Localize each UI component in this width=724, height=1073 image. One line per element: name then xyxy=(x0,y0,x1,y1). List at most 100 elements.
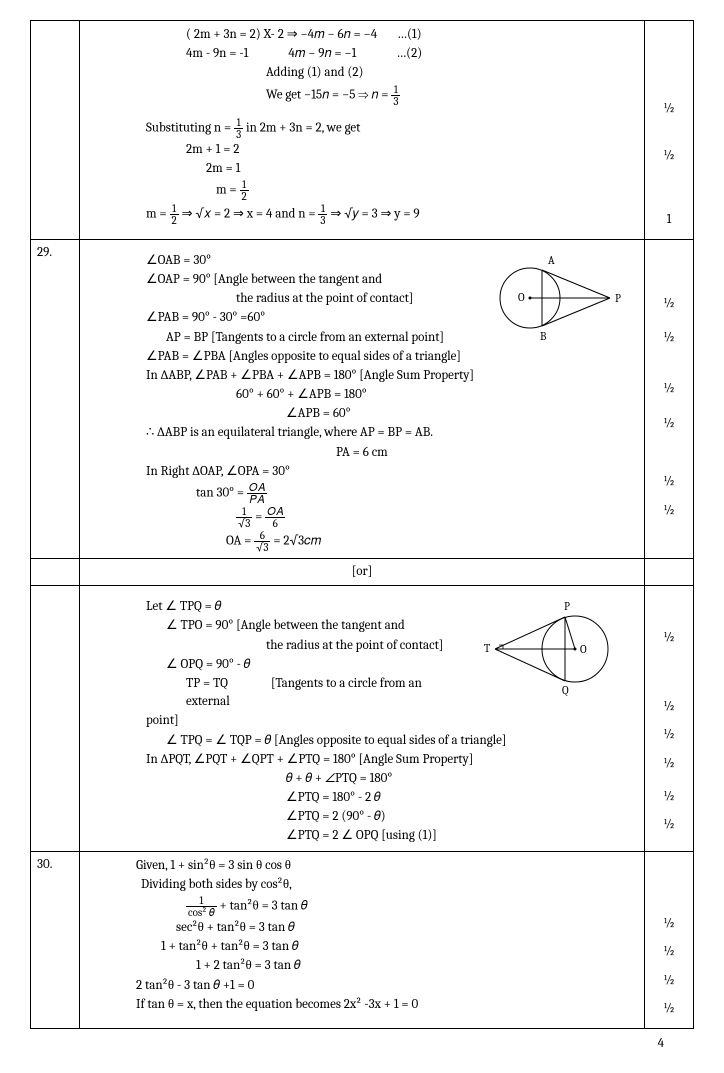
text: + tan²θ = 3 tan 𝜃 xyxy=(217,899,308,914)
mark: ½ xyxy=(651,375,687,404)
svg-text:A: A xyxy=(548,254,555,267)
text: point] xyxy=(86,712,638,730)
content-cell: Given, 1 + sin²θ = 3 sin θ cos θ Dividin… xyxy=(80,851,645,1028)
mark: ½ xyxy=(651,290,687,319)
text: 2 tan²θ - 3 tan 𝜃 +1 = 0 xyxy=(86,977,638,995)
mark: ½ xyxy=(651,693,687,722)
text: ( 2m + 3n = 2) X- 2 ⇒ −4𝑚 − 6𝑛 = −4 xyxy=(186,27,377,42)
text: 2m = 1 xyxy=(86,160,638,178)
or-label: [or] xyxy=(80,559,645,586)
svg-text:Q: Q xyxy=(562,684,569,697)
text: TP = TQ xyxy=(186,676,228,691)
mark: ½ xyxy=(651,750,687,779)
mark: ½ xyxy=(651,468,687,497)
mark: ½ xyxy=(651,910,687,939)
text: ∠PTQ = 2 ∠ OPQ [using (1)] xyxy=(86,827,638,845)
text: In ∆PQT, ∠PQT + ∠QPT + ∠PTQ = 180° [Angl… xyxy=(86,751,638,769)
text: In ∆ABP, ∠PAB + ∠PBA + ∠APB = 180° [Angl… xyxy=(86,367,638,385)
content-cell: ( 2m + 3n = 2) X- 2 ⇒ −4𝑚 − 6𝑛 = −4 …(1)… xyxy=(80,21,645,240)
frac-d: cos² 𝜃 xyxy=(186,907,217,918)
frac-d: 2 xyxy=(170,215,179,226)
table-row: 30. Given, 1 + sin²θ = 3 sin θ cos θ Div… xyxy=(31,851,694,1028)
svg-text:O: O xyxy=(518,291,525,304)
text: ⇒ √𝑦 = 3 ⇒ y = 9 xyxy=(327,206,419,221)
qnum-cell: 30. xyxy=(31,851,80,1028)
text: ∠ TPQ = ∠ TQP = 𝜃 [Angles opposite to eq… xyxy=(86,732,638,750)
qnum-cell: 29. xyxy=(31,239,80,558)
text: 4m - 9n = -1 xyxy=(186,46,248,61)
mark: ½ xyxy=(651,995,687,1024)
text: 4𝑚 − 9𝑛 = −1 xyxy=(288,46,356,61)
mark: ½ xyxy=(651,783,687,812)
mark: ½ xyxy=(651,497,687,526)
table-row: ( 2m + 3n = 2) X- 2 ⇒ −4𝑚 − 6𝑛 = −4 …(1)… xyxy=(31,21,694,240)
svg-text:O: O xyxy=(580,643,587,656)
text: …(1) xyxy=(397,27,421,42)
svg-text:T: T xyxy=(484,642,490,655)
frac-n: 1 xyxy=(391,84,400,96)
text: 1 + 2 tan²θ = 3 tan 𝜃 xyxy=(86,957,638,975)
frac-d: 3 xyxy=(391,96,400,107)
circle-tangent-figure-2: P T O Q xyxy=(480,594,630,704)
text: Given, 1 + sin²θ = 3 sin θ cos θ xyxy=(86,857,638,875)
page-number: 4 xyxy=(30,1029,694,1053)
mark: ½ xyxy=(651,938,687,967)
text: m = xyxy=(216,182,240,197)
qnum-cell xyxy=(31,21,80,240)
svg-text:B: B xyxy=(540,330,547,343)
text: 2m + 1 = 2 xyxy=(86,141,638,159)
qnum-cell xyxy=(31,586,80,851)
mark: ½ xyxy=(651,95,687,124)
circle-tangent-figure: A O P B xyxy=(480,248,630,348)
frac-d: 3 xyxy=(234,129,243,140)
svg-text:P: P xyxy=(564,600,570,613)
frac-d: 𝑃𝐴 xyxy=(247,494,267,505)
table-row: P T O Q Let ∠ TPQ = 𝜃 ∠ TPO = 90° [Angle… xyxy=(31,586,694,851)
frac-n: 1 xyxy=(234,117,243,129)
text: In Right ∆OAP, ∠OPA = 30° xyxy=(86,463,638,481)
marks-cell: ½ ½ ½ ½ ½ ½ xyxy=(645,239,694,558)
text: If tan θ = x, then the equation becomes … xyxy=(86,996,638,1014)
mark: ½ xyxy=(651,967,687,996)
text: tan 30° = xyxy=(196,486,247,501)
text: m = xyxy=(146,206,170,221)
text: sec²θ + tan²θ = 3 tan 𝜃 xyxy=(86,919,638,937)
text: ∠APB = 60° xyxy=(86,405,638,423)
text: Dividing both sides by cos²θ, xyxy=(86,876,638,894)
text: 1 + tan²θ + tan²θ = 3 tan 𝜃 xyxy=(86,938,638,956)
content-cell: P T O Q Let ∠ TPQ = 𝜃 ∠ TPO = 90° [Angle… xyxy=(80,586,645,851)
table-row: 29. A O P B ∠OAB = 30° ∠OAP = 90° [Angle… xyxy=(31,239,694,558)
marks-cell: ½ ½ 1 xyxy=(645,21,694,240)
or-separator-row: [or] xyxy=(31,559,694,586)
frac-d: 2 xyxy=(240,191,249,202)
frac-d: 6 xyxy=(265,518,285,529)
mark: ½ xyxy=(651,410,687,439)
mark: ½ xyxy=(651,624,687,653)
text: = 2√3𝑐𝑚 xyxy=(270,534,321,549)
text: Substituting n = xyxy=(146,120,234,135)
frac-d: √3 xyxy=(236,518,252,529)
text: PA = 6 cm xyxy=(86,444,638,462)
marks-cell: ½ ½ ½ ½ xyxy=(645,851,694,1028)
text: We get −15𝑛 = −5 ⇒ 𝑛 = xyxy=(266,87,391,102)
mark: ½ xyxy=(651,142,687,171)
text: …(2) xyxy=(396,46,422,61)
svg-text:P: P xyxy=(615,292,621,305)
text: ∠PTQ = 2 (90° - 𝜃) xyxy=(86,808,638,826)
mark: ½ xyxy=(651,721,687,750)
text: in 2m + 3n = 2, we get xyxy=(243,120,360,135)
content-cell: A O P B ∠OAB = 30° ∠OAP = 90° [Angle bet… xyxy=(80,239,645,558)
frac-d: √3 xyxy=(254,542,270,553)
text: ∠PTQ = 180° - 2 𝜃 xyxy=(86,789,638,807)
text: OA = xyxy=(226,534,254,549)
text: Adding (1) and (2) xyxy=(86,64,638,82)
answer-table: ( 2m + 3n = 2) X- 2 ⇒ −4𝑚 − 6𝑛 = −4 …(1)… xyxy=(30,20,694,1029)
mark: ½ xyxy=(651,811,687,840)
text: ⇒ √𝑥 = 2 ⇒ x = 4 and n = xyxy=(179,206,319,221)
text: = xyxy=(252,510,265,525)
text: ∴ ∆ABP is an equilateral triangle, where… xyxy=(86,424,638,442)
text: 𝜃 + 𝜃 + ∠PTQ = 180° xyxy=(86,770,638,788)
mark: ½ xyxy=(651,324,687,353)
mark: 1 xyxy=(651,206,687,235)
text: ∠PAB = ∠PBA [Angles opposite to equal si… xyxy=(86,348,638,366)
